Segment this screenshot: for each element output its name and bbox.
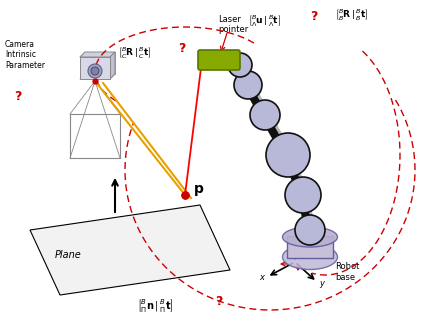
Circle shape: [285, 177, 321, 213]
Text: x: x: [259, 273, 264, 282]
Text: $\left[{}^{B}_{\Pi}\mathbf{n}\,|\,{}^{B}_{\Pi}\mathbf{t}\right]$: $\left[{}^{B}_{\Pi}\mathbf{n}\,|\,{}^{B}…: [137, 296, 173, 314]
Polygon shape: [85, 52, 115, 74]
Text: ?: ?: [14, 90, 22, 103]
Text: $\left[{}^{B}_{B}\mathbf{R}\,|\,{}^{B}_{B}\mathbf{t}\right]$: $\left[{}^{B}_{B}\mathbf{R}\,|\,{}^{B}_{…: [335, 8, 368, 23]
Text: ?: ?: [310, 10, 317, 23]
Polygon shape: [80, 57, 110, 79]
Circle shape: [88, 64, 102, 78]
Polygon shape: [110, 52, 115, 79]
Text: y: y: [319, 279, 324, 288]
Circle shape: [91, 67, 99, 75]
Circle shape: [295, 215, 325, 245]
Text: Plane: Plane: [55, 250, 82, 260]
Text: z: z: [298, 222, 303, 231]
FancyBboxPatch shape: [287, 236, 333, 258]
Polygon shape: [80, 52, 115, 57]
Circle shape: [250, 100, 280, 130]
Text: ?: ?: [178, 42, 185, 55]
Text: $\left[{}^{B}_{\Lambda}\mathbf{u}\,|\,{}^{B}_{\Lambda}\mathbf{t}\right]$: $\left[{}^{B}_{\Lambda}\mathbf{u}\,|\,{}…: [248, 12, 281, 28]
Text: Laser
pointer: Laser pointer: [218, 15, 248, 35]
Text: Robot
base: Robot base: [335, 262, 360, 282]
Circle shape: [228, 53, 252, 77]
Circle shape: [234, 71, 262, 99]
FancyBboxPatch shape: [198, 50, 240, 70]
Text: Camera
Intrinsic
Parameter: Camera Intrinsic Parameter: [5, 40, 45, 70]
Circle shape: [266, 133, 310, 177]
Text: ?: ?: [215, 295, 222, 308]
Text: $\mathbf{p}$: $\mathbf{p}$: [193, 183, 204, 197]
Polygon shape: [30, 205, 230, 295]
Ellipse shape: [282, 227, 338, 247]
Text: $\left[{}^{B}_{C}\mathbf{R}\,|\,{}^{B}_{C}\mathbf{t}\right]$: $\left[{}^{B}_{C}\mathbf{R}\,|\,{}^{B}_{…: [118, 44, 151, 60]
Ellipse shape: [282, 244, 338, 269]
